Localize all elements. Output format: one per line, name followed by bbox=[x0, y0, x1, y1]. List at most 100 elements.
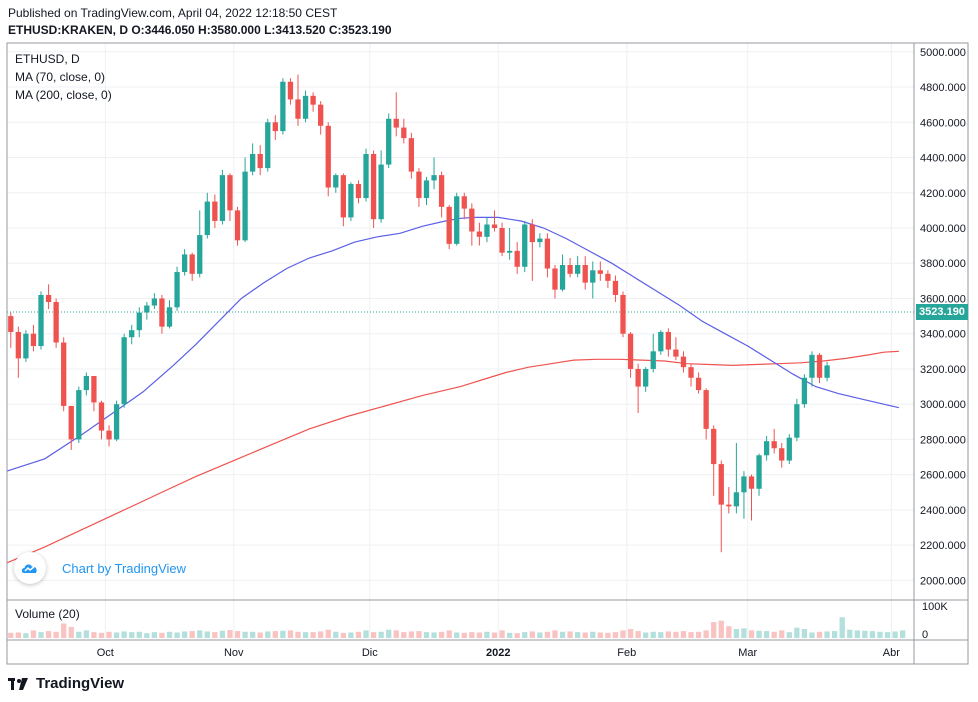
volume-bar bbox=[325, 629, 331, 638]
candle-body bbox=[650, 351, 656, 369]
volume-bar bbox=[816, 631, 823, 638]
candle-body bbox=[544, 238, 551, 269]
candle bbox=[91, 376, 97, 412]
ma200-line-layer bbox=[6, 350, 899, 564]
volume-bar bbox=[726, 626, 732, 638]
candle bbox=[393, 92, 399, 137]
candle-body bbox=[763, 441, 770, 456]
candle-body bbox=[370, 154, 377, 220]
y-tick-label: 5000.000 bbox=[920, 47, 966, 59]
y-tick-label: 2600.000 bbox=[920, 470, 966, 482]
candle bbox=[121, 333, 127, 408]
candle-body bbox=[265, 122, 271, 169]
candle-body bbox=[582, 265, 588, 283]
candle bbox=[174, 266, 180, 311]
candle-body bbox=[476, 231, 483, 237]
ohlc-values: O:3446.050 H:3580.000 L:3413.520 C:3523.… bbox=[131, 23, 392, 37]
volume-bar bbox=[544, 631, 551, 638]
volume-bar bbox=[537, 632, 543, 638]
volume-bar bbox=[786, 632, 792, 638]
candle bbox=[144, 302, 150, 320]
volume-bar bbox=[469, 632, 475, 638]
candle-body bbox=[136, 312, 142, 331]
candle bbox=[567, 257, 573, 278]
candle bbox=[38, 291, 44, 350]
volume-bar bbox=[401, 632, 407, 638]
candle bbox=[136, 307, 142, 338]
volume-bar bbox=[272, 631, 278, 638]
candle-body bbox=[756, 455, 762, 489]
volume-bar bbox=[174, 632, 180, 638]
volume-bar bbox=[590, 631, 596, 638]
candle-body bbox=[76, 390, 82, 440]
volume-bar bbox=[748, 630, 755, 638]
candle-body bbox=[355, 183, 362, 199]
candle-body bbox=[491, 224, 498, 228]
volume-bar bbox=[673, 631, 679, 638]
volume-bar bbox=[423, 632, 430, 638]
candle-body bbox=[174, 272, 180, 308]
candle bbox=[295, 74, 301, 126]
volume-bars bbox=[8, 617, 906, 638]
watermark-text[interactable]: Chart by TradingView bbox=[62, 560, 187, 576]
candle-body bbox=[718, 464, 724, 505]
volume-tick-label: 100K bbox=[922, 601, 948, 613]
candle bbox=[627, 331, 634, 378]
candle-body bbox=[809, 354, 815, 378]
volume-bar bbox=[386, 629, 392, 638]
volume-bar bbox=[431, 632, 437, 638]
volume-bar bbox=[809, 632, 815, 638]
volume-bar bbox=[144, 633, 150, 638]
symbol-label: ETHUSD:KRAKEN, D bbox=[8, 23, 128, 37]
candle-body bbox=[469, 208, 475, 232]
y-tick-label: 4200.000 bbox=[920, 188, 966, 200]
volume-bar bbox=[113, 632, 120, 638]
volume-bar bbox=[900, 630, 906, 638]
candle-body bbox=[794, 404, 800, 438]
candle-body bbox=[348, 183, 354, 218]
candle bbox=[333, 173, 339, 193]
volume-bar bbox=[703, 630, 709, 638]
volume-bar bbox=[340, 632, 346, 638]
candle-body bbox=[431, 175, 437, 181]
volume-bar bbox=[302, 632, 309, 638]
ma200-line bbox=[6, 350, 899, 564]
candle bbox=[113, 400, 120, 442]
candle bbox=[438, 171, 445, 218]
candle-body bbox=[219, 175, 226, 221]
x-tick-label: Oct bbox=[97, 647, 114, 659]
footer-logo[interactable]: TradingView bbox=[8, 675, 124, 692]
x-tick-label: Abr bbox=[883, 647, 900, 659]
candle bbox=[250, 143, 256, 176]
candle bbox=[212, 194, 218, 228]
candle bbox=[386, 113, 392, 169]
candle bbox=[529, 219, 535, 281]
candle-body bbox=[340, 175, 346, 218]
volume-bar bbox=[318, 631, 324, 638]
candle-body bbox=[824, 365, 830, 378]
volume-bar bbox=[257, 632, 263, 638]
y-tick-label: 2800.000 bbox=[920, 434, 966, 446]
volume-bar bbox=[91, 632, 97, 638]
x-tick-label: Feb bbox=[617, 647, 636, 659]
y-tick-label: 4800.000 bbox=[920, 82, 966, 94]
candle bbox=[166, 300, 173, 329]
candle bbox=[605, 270, 611, 288]
candle bbox=[68, 405, 74, 450]
candle-body bbox=[333, 175, 339, 188]
volume-bar bbox=[8, 632, 14, 638]
volume-bar bbox=[824, 631, 830, 638]
candle-body bbox=[325, 125, 331, 188]
candle bbox=[265, 118, 271, 172]
candle-body bbox=[378, 164, 384, 220]
volume-bar bbox=[567, 631, 573, 638]
candle bbox=[310, 92, 316, 112]
y-tick-label: 4400.000 bbox=[920, 153, 966, 165]
candle-body bbox=[597, 270, 603, 274]
candle-body bbox=[605, 273, 611, 281]
candle bbox=[318, 101, 324, 135]
candle-body bbox=[612, 280, 619, 295]
volume-bar bbox=[711, 622, 717, 638]
watermark[interactable]: Chart by TradingView bbox=[14, 552, 186, 584]
